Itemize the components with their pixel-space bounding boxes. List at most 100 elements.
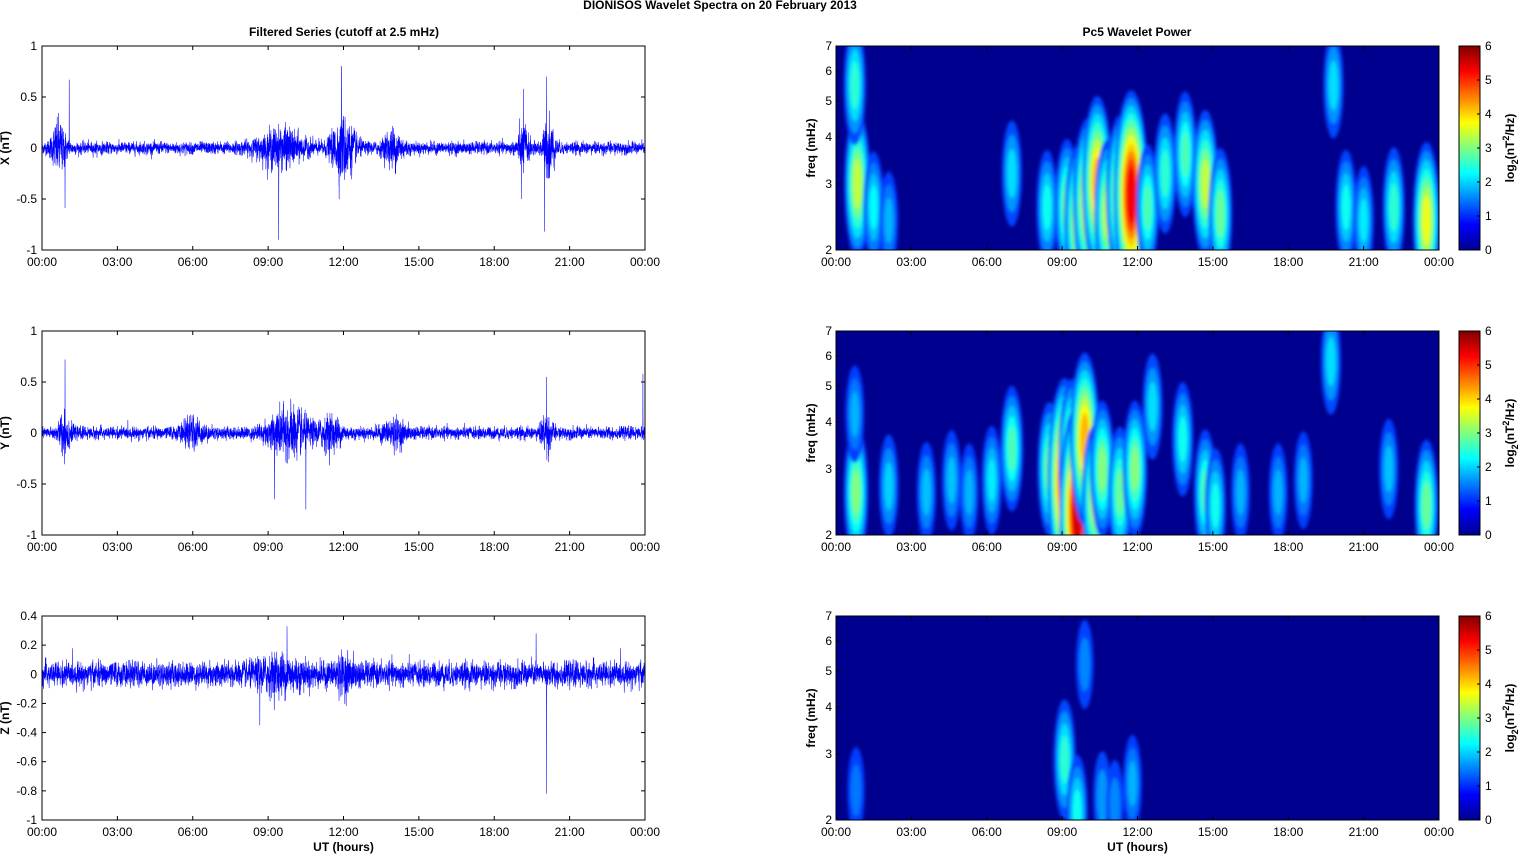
y-tick-label: 3 [825,177,832,191]
plot-frame [41,45,646,251]
power-blob [1359,198,1368,243]
x-tick-label: 15:00 [404,255,434,269]
power-blob [850,61,860,110]
x-tick-label: 03:00 [896,255,926,269]
x-tick-label: 06:00 [972,255,1002,269]
power-blob [1007,425,1016,472]
power-blob [1273,469,1283,516]
x-tick-label: 00:00 [27,540,57,554]
colorbar-tick-label: 2 [1485,175,1492,189]
power-blob [1216,190,1225,238]
x-tick-label: 15:00 [1198,540,1228,554]
x-tick-label: 12:00 [1122,255,1152,269]
x-tick-label: 03:00 [896,540,926,554]
x-tick-label: 00:00 [630,540,660,554]
y-tick-label: 5 [825,379,832,393]
colorbar-tick-label: 6 [1485,609,1492,623]
x-tick-label: 09:00 [1047,540,1077,554]
colorbar-tick-label: 4 [1485,107,1492,121]
y-tick-label: 0 [30,426,37,440]
plot-frame [835,615,1440,821]
series-trace [41,359,646,510]
x-tick-label: 21:00 [1349,255,1379,269]
power-blob [1341,184,1351,231]
y-tick-label: 3 [825,462,832,476]
time-series-panel-1: -1 -0.5 0 0.5 1 00:00 03:00 06:00 09:00 12:00 15:0… [0,39,660,269]
x-tick-label: 12:00 [328,825,358,839]
colorbar-tick-label: 5 [1485,358,1492,372]
series-trace [41,626,646,794]
x-tick-label: 00:00 [27,825,57,839]
colorbar-tick-label: 0 [1485,528,1492,542]
colorbar-tick-label: 2 [1485,745,1492,759]
power-blob [1147,381,1158,432]
y-tick-label: 5 [825,664,832,678]
y-axis-label: freq (mHz) [804,403,818,462]
plot-frame [41,330,646,536]
x-tick-label: 03:00 [102,540,132,554]
y-axis-label: freq (mHz) [804,118,818,177]
y-tick-label: 2 [825,813,832,827]
y-tick-label: 7 [825,39,832,53]
y-tick-label: 1 [30,39,37,53]
y-tick-label: 2 [825,528,832,542]
x-tick-label: 09:00 [253,540,283,554]
x-tick-label: 09:00 [253,825,283,839]
power-blob [1328,60,1339,111]
y-tick-label: 6 [825,634,832,648]
x-tick-label: 12:00 [328,540,358,554]
colorbar-tick-label: 6 [1485,39,1492,53]
y-tick-label: 4 [825,700,832,714]
wavelet-power-blobs [843,46,1439,250]
wavelet-panel-3: 2 3 4 5 6 7 00:00 03:00 06:00 09:00 12:00 15:00 18:0… [804,609,1520,854]
x-tick-label: 06:00 [178,540,208,554]
left-column-title: Filtered Series (cutoff at 2.5 mHz) [249,25,439,39]
power-blob [1384,445,1394,493]
colorbar-tick-label: 5 [1485,73,1492,87]
power-blob [850,391,860,437]
colorbar-tick-label: 1 [1485,209,1492,223]
y-axis-label: freq (mHz) [804,688,818,747]
power-blob [1042,184,1052,231]
power-blob [1007,148,1017,199]
power-blob [1211,482,1220,529]
x-tick-label: 21:00 [555,255,585,269]
power-blob [1178,416,1187,463]
x-tick-label: 12:00 [328,255,358,269]
power-blob [1160,149,1170,198]
x-tick-label: 15:00 [404,540,434,554]
plot-frame [835,45,1440,251]
colorbar [1458,615,1481,821]
x-tick-label: 15:00 [404,825,434,839]
power-blob [1098,446,1107,492]
x-tick-label: 12:00 [1122,825,1152,839]
power-blob [1109,777,1121,820]
power-blob [1181,131,1190,177]
x-tick-label: 00:00 [1424,825,1454,839]
colorbar-label: log2(nT2/Hz) [1501,399,1520,468]
colorbar-tick-label: 3 [1485,426,1492,440]
x-tick-label: 18:00 [1273,540,1303,554]
x-tick-label: 18:00 [479,825,509,839]
power-blob [1060,735,1070,784]
x-tick-label: 00:00 [1424,540,1454,554]
colorbar-tick-label: 3 [1485,141,1492,155]
colorbar-label: log2(nT2/Hz) [1501,684,1520,753]
y-tick-label: 1 [30,324,37,338]
power-blob [869,184,878,230]
y-tick-label: 0.5 [20,90,37,104]
y-tick-label: -0.8 [16,784,37,798]
time-series-panel-3: -1 -0.8 -0.6 -0.4 -0.2 0 0.2 0.4 00:00 03:00 06:00… [0,609,660,854]
y-tick-label: 4 [825,415,832,429]
x-tick-label: 12:00 [1122,540,1152,554]
wavelet-panel-2: 2 3 4 5 6 7 00:00 03:00 06:00 09:00 12:00 15:00 18:0… [804,324,1520,554]
colorbar-tick-label: 3 [1485,711,1492,725]
y-tick-label: 6 [825,349,832,363]
y-tick-label: -1 [26,813,37,827]
y-tick-label: 4 [825,130,832,144]
y-axis-label: X (nT) [0,131,12,165]
x-axis-label: UT (hours) [1107,840,1168,854]
colorbar-tick-label: 0 [1485,243,1492,257]
wavelet-power-blobs [847,619,1142,820]
colorbar-tick-label: 2 [1485,460,1492,474]
